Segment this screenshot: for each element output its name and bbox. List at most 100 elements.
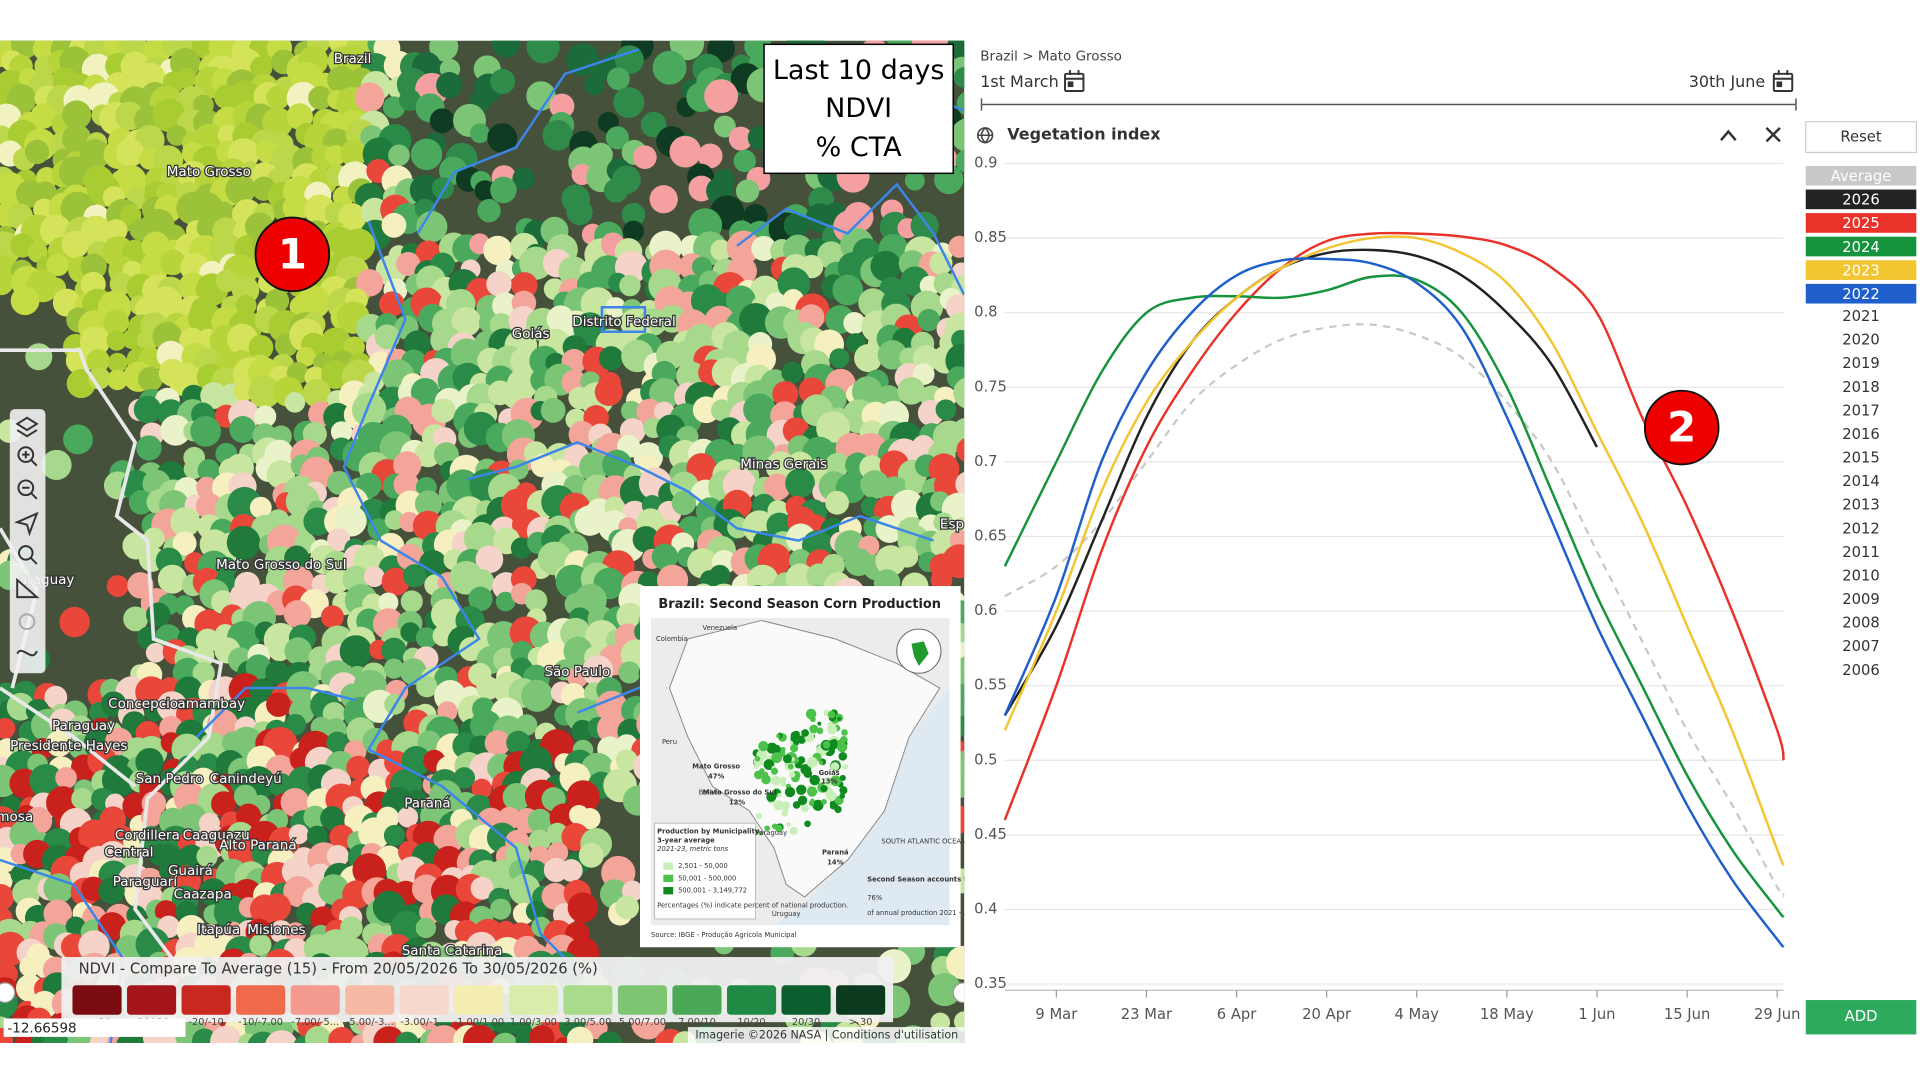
draw-icon[interactable] [16, 649, 38, 657]
legend-swatch[interactable] [836, 985, 886, 1015]
reset-button[interactable] [1805, 121, 1917, 154]
legend-label[interactable]: 2024 [1842, 239, 1880, 256]
map-region [80, 253, 107, 280]
legend-button[interactable] [1805, 260, 1917, 280]
map[interactable]: Brazil Mato Grosso Goiás Distrito Federal Mi… [0, 25, 1010, 1064]
year-option[interactable]: 2018 [1842, 379, 1880, 396]
calendar-icon[interactable] [1064, 70, 1085, 92]
legend-swatch[interactable] [563, 985, 613, 1015]
map-region [566, 780, 600, 814]
legend-swatch[interactable] [726, 985, 777, 1015]
measure-icon[interactable] [16, 577, 40, 599]
map-region [378, 592, 399, 613]
year-option[interactable]: 2007 [1842, 638, 1880, 655]
date-slider[interactable] [980, 98, 1797, 111]
map-region [526, 81, 556, 111]
year-option[interactable]: 2009 [1842, 591, 1880, 608]
legend-label[interactable]: Average [1831, 168, 1892, 185]
inset-blob [837, 716, 842, 721]
year-option[interactable]: 2015 [1842, 450, 1880, 467]
legend-button[interactable] [1805, 189, 1917, 210]
inset-blob [792, 801, 801, 809]
legend-swatch[interactable] [72, 985, 122, 1015]
legend-swatch[interactable] [617, 985, 668, 1015]
reset-label[interactable]: Reset [1840, 129, 1881, 146]
legend-swatch[interactable] [454, 985, 504, 1015]
year-option[interactable]: 2016 [1842, 426, 1880, 443]
map-region [393, 451, 422, 480]
close-button[interactable] [1765, 127, 1781, 143]
map-label: Presidente Hayes [10, 738, 127, 754]
map-region [632, 526, 660, 553]
map-region [451, 306, 481, 337]
legend-label[interactable]: 2023 [1842, 262, 1880, 279]
map-region [527, 808, 553, 834]
map-region [430, 598, 463, 631]
map-region [133, 395, 162, 424]
legend-button[interactable] [1805, 283, 1917, 304]
map-region [799, 254, 824, 279]
year-option[interactable]: 2011 [1842, 544, 1880, 561]
series-line [1003, 257, 1785, 949]
map-region [266, 85, 291, 110]
year-option[interactable]: 2013 [1842, 497, 1880, 514]
map-region [951, 118, 965, 152]
legend-swatch[interactable] [672, 985, 722, 1015]
zoom-out-icon[interactable] [17, 479, 35, 497]
year-option[interactable]: 2021 [1842, 308, 1880, 325]
inset-blob [827, 710, 836, 719]
legend-label[interactable]: 2025 [1842, 215, 1880, 232]
legend-swatch[interactable] [236, 985, 286, 1015]
year-option[interactable]: 2012 [1842, 520, 1880, 537]
attribution: Imagerie ©2026 NASA | Conditions d'utili… [695, 1029, 958, 1042]
year-option[interactable]: 2020 [1842, 332, 1880, 349]
year-option[interactable]: 2008 [1842, 615, 1880, 632]
year-option[interactable]: 2017 [1842, 402, 1880, 419]
start-date[interactable]: 1st March [980, 72, 1058, 91]
legend-swatch[interactable] [345, 985, 395, 1015]
add-button[interactable] [1805, 1000, 1917, 1035]
legend-button[interactable] [1805, 165, 1917, 186]
layers-icon[interactable] [15, 416, 39, 438]
legend-button[interactable] [1805, 236, 1917, 257]
legend-swatch[interactable] [508, 985, 558, 1015]
prev-arrow[interactable] [0, 982, 16, 1004]
legend-label[interactable]: 2022 [1842, 286, 1880, 303]
search-icon[interactable] [18, 545, 34, 561]
map-region [474, 180, 496, 202]
map-region [487, 123, 518, 154]
inset-label: Paraná [822, 849, 849, 857]
legend-label: 20/30 [792, 1017, 820, 1028]
locate-icon[interactable] [14, 511, 39, 537]
legend-swatch[interactable] [127, 985, 177, 1015]
map-region [346, 755, 371, 780]
breadcrumb[interactable]: Brazil > Mato Grosso [980, 49, 1122, 65]
gps-icon[interactable] [18, 613, 36, 631]
legend-button[interactable] [1805, 213, 1917, 233]
zoom-in-icon[interactable] [17, 446, 35, 463]
legend-swatch[interactable] [781, 985, 831, 1015]
end-date[interactable]: 30th June [1689, 72, 1765, 91]
map-label: Santa Catarina [402, 943, 503, 959]
inset-blob [770, 767, 779, 775]
calendar-icon[interactable] [1772, 70, 1794, 92]
legend-swatch[interactable] [399, 985, 449, 1015]
year-option[interactable]: 2019 [1842, 355, 1880, 372]
map-label: Paraguarí [113, 874, 179, 890]
year-option[interactable]: 2006 [1842, 662, 1880, 679]
map-region [704, 79, 739, 114]
inset-blob [780, 781, 787, 787]
year-option[interactable]: 2014 [1842, 473, 1880, 490]
legend-swatch[interactable] [290, 985, 340, 1015]
inset-blob [754, 756, 761, 762]
x-tick-label: 6 Apr [1217, 1006, 1257, 1023]
map-region [43, 873, 74, 904]
next-arrow[interactable] [952, 982, 973, 1004]
year-option[interactable]: 2010 [1842, 567, 1880, 584]
map-region [613, 86, 645, 118]
map-region [490, 176, 517, 204]
add-label[interactable]: ADD [1845, 1008, 1878, 1025]
collapse-button[interactable] [1720, 129, 1737, 141]
legend-label[interactable]: 2026 [1842, 192, 1880, 209]
legend-swatch[interactable] [181, 985, 231, 1015]
